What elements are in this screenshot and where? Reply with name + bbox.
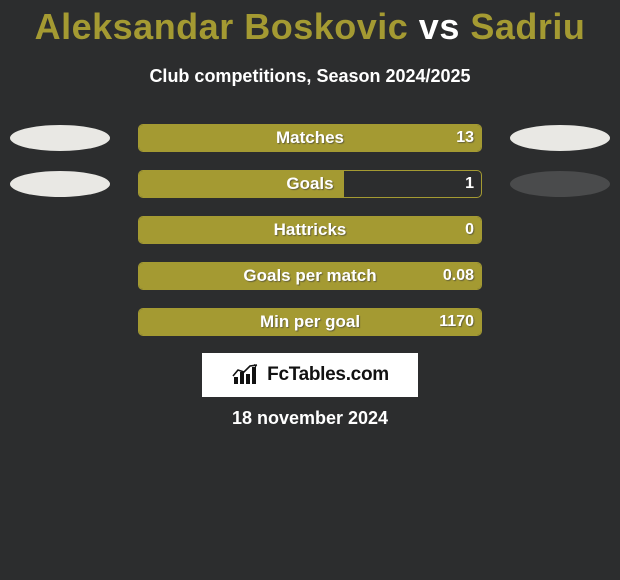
subtitle: Club competitions, Season 2024/2025 [0, 66, 620, 87]
stat-row: Goals per match 0.08 [0, 256, 620, 302]
bar-fill [139, 171, 344, 197]
brand-box: FcTables.com [202, 353, 418, 397]
barchart-icon [231, 363, 261, 387]
title-player1: Aleksandar Boskovic [35, 6, 409, 47]
stats-chart: Matches 13 Goals 1 Hattricks 0 Goals per… [0, 118, 620, 348]
title-vs: vs [419, 6, 460, 47]
bar-track [138, 308, 482, 336]
stat-row: Matches 13 [0, 118, 620, 164]
bar-fill [139, 217, 481, 243]
title-player2: Sadriu [470, 6, 585, 47]
bar-fill [139, 125, 481, 151]
player2-marker [510, 171, 610, 197]
bar-track [138, 262, 482, 290]
brand-text: FcTables.com [267, 364, 389, 386]
date-text: 18 november 2024 [0, 408, 620, 429]
bar-fill [139, 263, 481, 289]
page-title: Aleksandar Boskovic vs Sadriu [0, 0, 620, 48]
stat-row: Hattricks 0 [0, 210, 620, 256]
player2-marker [510, 125, 610, 151]
bar-fill [139, 309, 481, 335]
bar-track [138, 124, 482, 152]
bar-track [138, 170, 482, 198]
player1-marker [10, 125, 110, 151]
stat-row: Min per goal 1170 [0, 302, 620, 348]
bar-track [138, 216, 482, 244]
stat-row: Goals 1 [0, 164, 620, 210]
player1-marker [10, 171, 110, 197]
